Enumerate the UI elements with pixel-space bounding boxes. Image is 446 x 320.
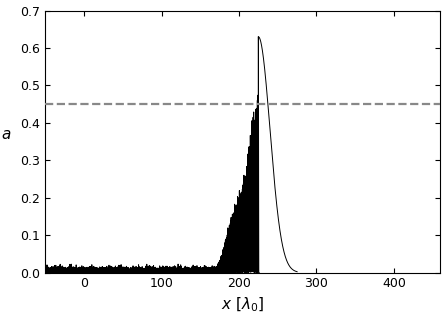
Y-axis label: $a$: $a$ — [0, 127, 11, 141]
X-axis label: $x\ [\lambda_0]$: $x\ [\lambda_0]$ — [221, 296, 264, 315]
